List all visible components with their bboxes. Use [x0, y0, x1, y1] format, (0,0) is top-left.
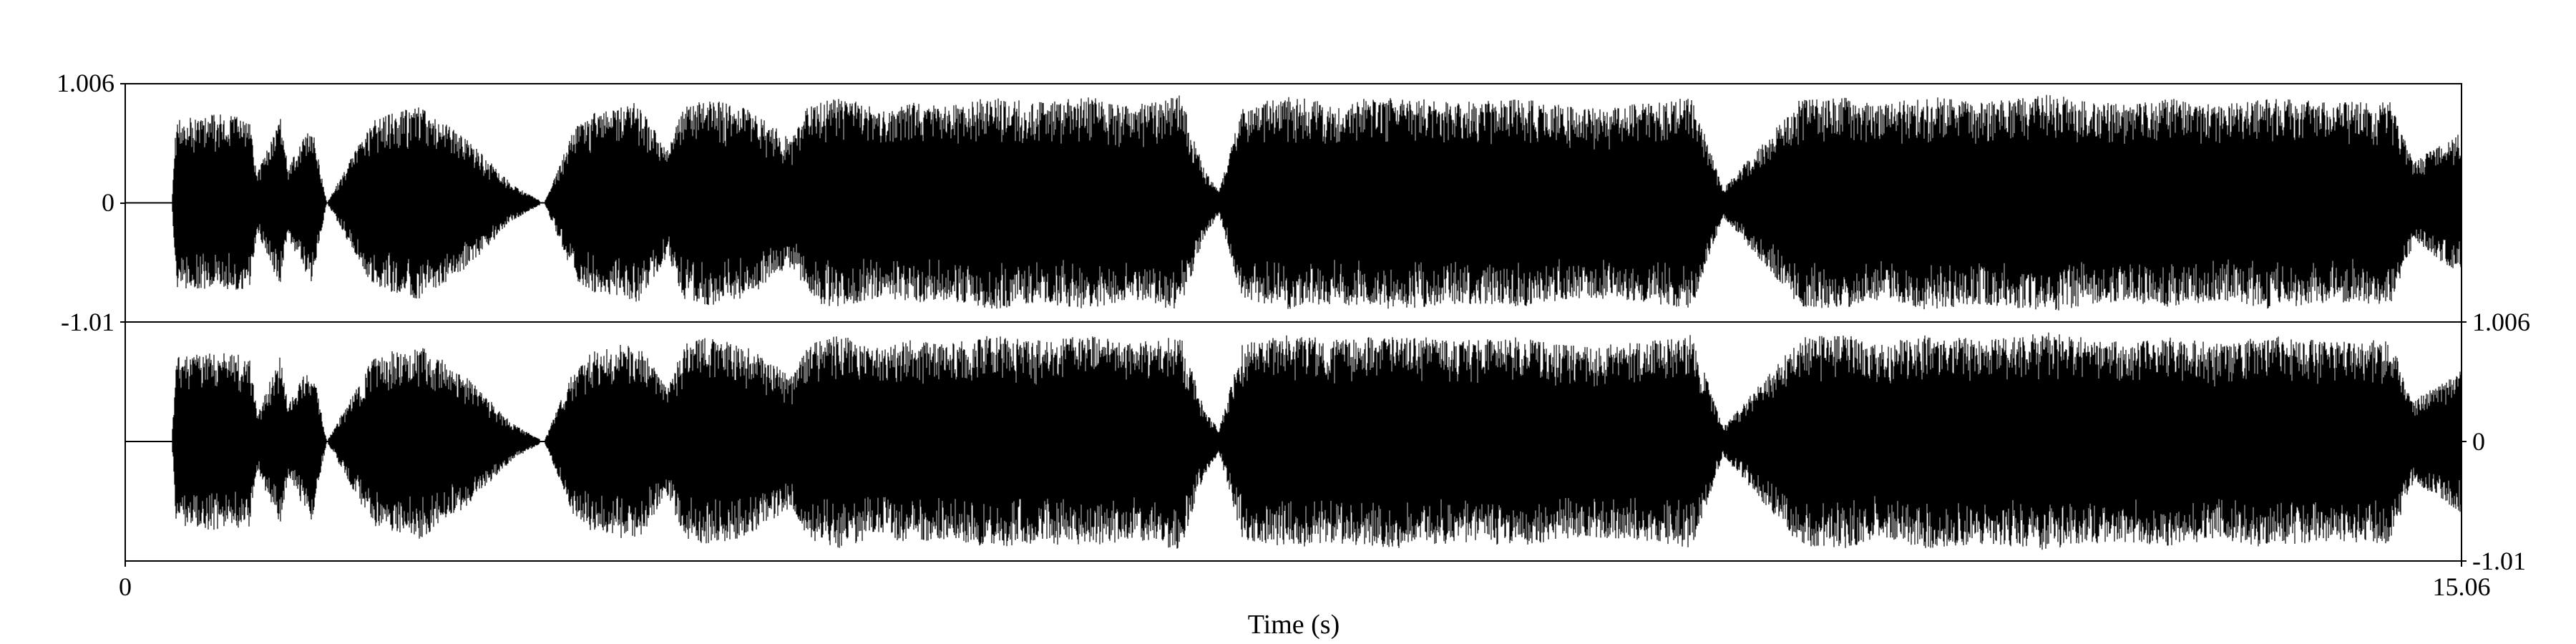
- channel-1-ytick-bottom: -1.01: [61, 308, 114, 336]
- xtick-label-end: 15.06: [2433, 572, 2491, 601]
- channel-1-ytick-top: 1.006: [57, 69, 114, 97]
- channel-2-ytick-bottom: -1.01: [2472, 547, 2526, 575]
- channel-1-ytick-zero: 0: [102, 188, 114, 217]
- channel-1-waveform: [125, 94, 2462, 311]
- xtick-label-start: 0: [119, 572, 132, 601]
- x-axis-label: Time (s): [1248, 610, 1340, 640]
- channel-2-ytick-zero: 0: [2472, 427, 2485, 456]
- channel-2-ytick-top: 1.006: [2472, 308, 2530, 336]
- channel-2-waveform: [125, 332, 2462, 550]
